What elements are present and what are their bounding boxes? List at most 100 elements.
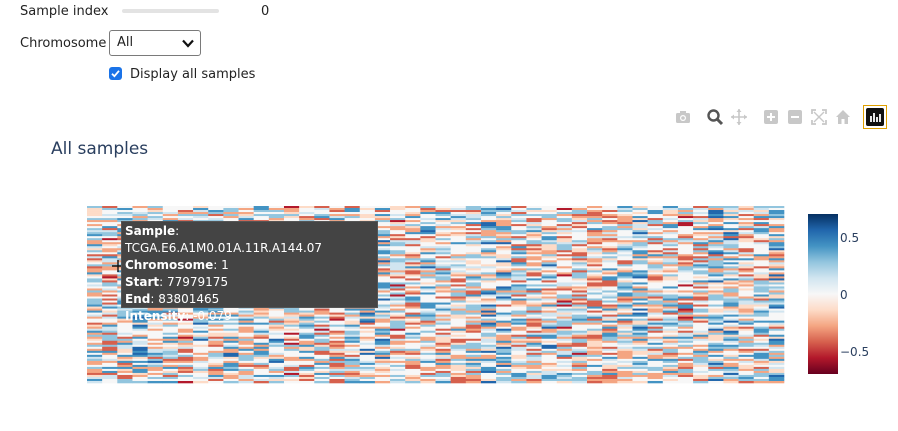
heatmap-cell — [571, 264, 588, 267]
heatmap-cell — [329, 366, 345, 370]
heatmap-cell — [390, 368, 406, 372]
heatmap-cell — [693, 314, 709, 317]
heatmap-cell — [465, 346, 482, 350]
heatmap-cell — [768, 316, 785, 319]
heatmap-cell — [344, 364, 361, 368]
heatmap-cell — [405, 300, 421, 303]
autoscale-icon[interactable] — [810, 108, 828, 126]
sample-index-slider[interactable] — [122, 9, 219, 13]
heatmap-cell — [723, 242, 739, 245]
heatmap-cell — [390, 242, 406, 245]
heatmap-cell — [132, 334, 148, 338]
heatmap-cell — [602, 370, 618, 374]
heatmap-cell — [102, 218, 118, 221]
heatmap-cell — [677, 334, 694, 338]
heatmap-cell — [753, 250, 770, 253]
heatmap-cell — [435, 332, 451, 336]
heatmap-cell — [526, 340, 542, 344]
heatmap-cell — [496, 304, 512, 307]
heatmap-cell — [602, 360, 618, 364]
zoom-out-icon[interactable] — [786, 108, 804, 126]
heatmap-cell — [496, 226, 512, 229]
heatmap-cell — [132, 362, 148, 366]
heatmap-cell — [587, 216, 603, 219]
heatmap-cell — [374, 246, 391, 249]
tooltip-start-key: Start — [125, 275, 160, 289]
heatmap-cell — [344, 358, 361, 362]
heatmap-cell — [193, 210, 209, 213]
heatmap-cell — [87, 264, 103, 267]
heatmap-cell — [753, 244, 770, 247]
heatmap-cell — [102, 340, 118, 344]
heatmap-cell — [738, 226, 754, 229]
heatmap-cell — [496, 368, 512, 372]
heatmap-cell — [708, 258, 724, 261]
heatmap-cell — [768, 274, 785, 277]
heatmap-cell — [723, 346, 739, 350]
heatmap-cell — [480, 222, 497, 225]
heatmap-cell — [329, 368, 345, 372]
chromosome-select[interactable]: All — [109, 30, 201, 56]
home-icon[interactable] — [834, 108, 852, 126]
heatmap-cell — [677, 228, 694, 231]
colorbar-tick-0.5: 0.5 — [840, 231, 860, 245]
heatmap-cell — [465, 240, 482, 243]
heatmap-cell — [556, 344, 573, 348]
heatmap-cell — [723, 302, 739, 305]
heatmap-cell — [147, 346, 164, 350]
colorbar-tick-0: 0 — [840, 288, 848, 302]
heatmap-cell — [223, 368, 239, 372]
heatmap-cell — [768, 366, 785, 370]
camera-icon[interactable] — [674, 108, 692, 126]
zoom-icon[interactable] — [706, 108, 724, 126]
heatmap-cell — [223, 314, 239, 317]
heatmap-cell — [162, 336, 179, 340]
heatmap-cell — [496, 328, 512, 331]
heatmap-cell — [587, 326, 603, 329]
heatmap-cell — [723, 248, 739, 251]
heatmap-cell — [526, 330, 542, 334]
heatmap-cell — [405, 326, 421, 329]
heatmap-cell — [647, 272, 664, 275]
heatmap-cell — [435, 294, 451, 297]
heatmap-cell — [753, 350, 770, 354]
zoom-in-icon[interactable] — [762, 108, 780, 126]
heatmap-cell — [587, 206, 603, 209]
heatmap-cell — [556, 352, 573, 356]
heatmap-cell — [587, 264, 603, 267]
heatmap-cell — [480, 252, 497, 255]
heatmap-cell — [374, 380, 391, 384]
heatmap-cell — [405, 216, 421, 219]
heatmap-cell — [480, 218, 497, 221]
heatmap-cell — [723, 310, 739, 313]
heatmap-cell — [132, 208, 148, 211]
heatmap-cell — [602, 236, 618, 239]
heatmap-cell — [344, 216, 361, 219]
heatmap-cell — [587, 328, 603, 331]
heatmap-cell — [587, 296, 603, 299]
heatmap-cell — [632, 324, 648, 327]
heatmap-cell — [87, 316, 103, 319]
pan-icon[interactable] — [730, 108, 748, 126]
heatmap-cell — [753, 310, 770, 313]
heatmap-cell — [344, 340, 361, 344]
heatmap-cell — [299, 316, 315, 319]
heatmap-cell — [511, 372, 527, 376]
heatmap-cell — [450, 276, 467, 279]
plotly-logo-button[interactable] — [863, 105, 887, 129]
heatmap-cell — [390, 208, 406, 211]
heatmap-cell — [541, 220, 558, 223]
display-all-checkbox[interactable] — [109, 67, 122, 80]
heatmap-cell — [390, 294, 406, 297]
heatmap-cell — [193, 372, 209, 376]
heatmap-cell — [768, 298, 785, 301]
heatmap-cell — [87, 258, 103, 261]
heatmap-cell — [238, 320, 254, 323]
heatmap-cell — [753, 228, 770, 231]
heatmap-cell — [662, 226, 679, 229]
heatmap-cell — [738, 210, 754, 213]
heatmap-cell — [435, 296, 451, 299]
heatmap-cell — [647, 296, 664, 299]
heatmap-cell — [405, 248, 421, 251]
